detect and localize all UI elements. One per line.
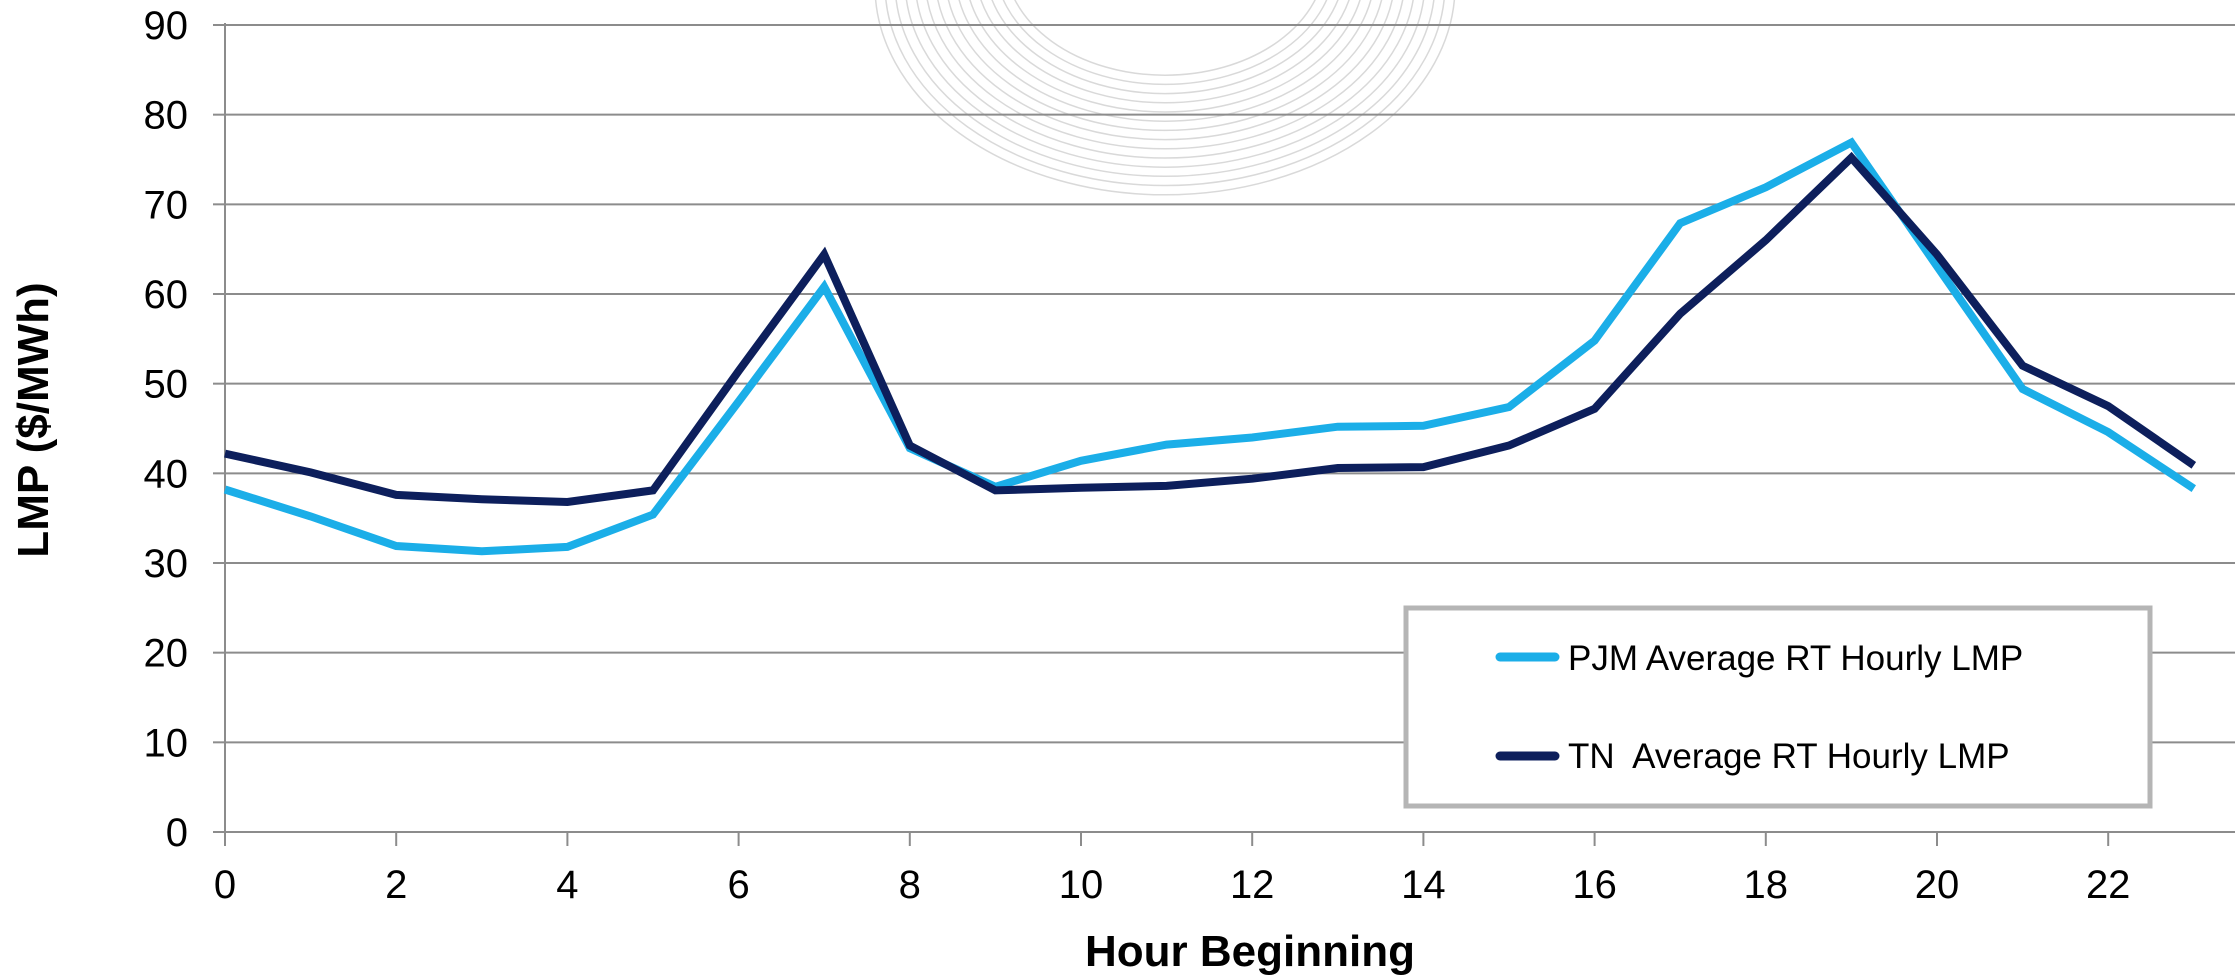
x-tick-label: 10	[1059, 863, 1104, 907]
watermark-arc	[969, 0, 1361, 113]
watermark-arc	[980, 0, 1350, 104]
legend-box	[1403, 605, 2153, 809]
y-tick-label: 80	[144, 94, 189, 138]
watermark-arc	[895, 0, 1435, 178]
legend-label-pjm: PJM Average RT Hourly LMP	[1568, 639, 2023, 678]
y-tick-label: 40	[144, 452, 189, 496]
x-tick-label: 18	[1744, 863, 1789, 907]
legend: PJM Average RT Hourly LMP TN Average RT …	[1403, 605, 2153, 809]
watermark-arc	[958, 0, 1372, 122]
watermark-arc	[926, 0, 1404, 150]
y-tick-label: 20	[144, 632, 189, 676]
y-tick-label: 50	[144, 363, 189, 407]
y-tick-label: 90	[144, 4, 189, 48]
y-tick-label: 70	[144, 183, 189, 227]
y-axis-title: LMP ($/MWh)	[9, 282, 58, 557]
series-line-pjm	[223, 137, 2197, 556]
axes	[224, 23, 2235, 833]
y-tick-label: 60	[144, 273, 189, 317]
gridlines	[225, 24, 2235, 833]
watermark-arc	[947, 0, 1383, 132]
series-lines	[223, 137, 2197, 556]
x-axis-title: Hour Beginning	[1085, 927, 1415, 976]
x-tick-label: 0	[214, 863, 236, 907]
x-tick-label: 12	[1230, 863, 1275, 907]
x-axis-ticks: 0 2 4 6 8 10 12 14 16 18 20 22	[214, 832, 2131, 907]
y-tick-label: 0	[166, 811, 188, 855]
y-axis-ticks: 0 10 20 30 40 50 60 70 80 90	[144, 4, 225, 855]
watermark-arc	[874, 0, 1456, 196]
x-tick-label: 4	[556, 863, 578, 907]
x-tick-label: 14	[1401, 863, 1446, 907]
watermark-arc	[1002, 0, 1328, 86]
watermark-arc	[905, 0, 1425, 168]
x-tick-label: 8	[899, 863, 921, 907]
x-tick-label: 16	[1572, 863, 1617, 907]
x-tick-label: 22	[2086, 863, 2131, 907]
watermark-arc	[916, 0, 1414, 159]
x-tick-label: 2	[385, 863, 407, 907]
watermark-arc	[1014, 0, 1316, 76]
y-tick-label: 30	[144, 542, 189, 586]
x-tick-label: 20	[1915, 863, 1960, 907]
watermark-arc	[937, 0, 1393, 141]
watermark-arcs	[874, 0, 1456, 196]
y-tick-label: 10	[144, 721, 189, 765]
legend-label-tn: TN Average RT Hourly LMP	[1568, 737, 2010, 776]
series-line-tn	[224, 151, 2197, 507]
watermark-arc	[885, 0, 1445, 187]
x-tick-label: 6	[727, 863, 749, 907]
